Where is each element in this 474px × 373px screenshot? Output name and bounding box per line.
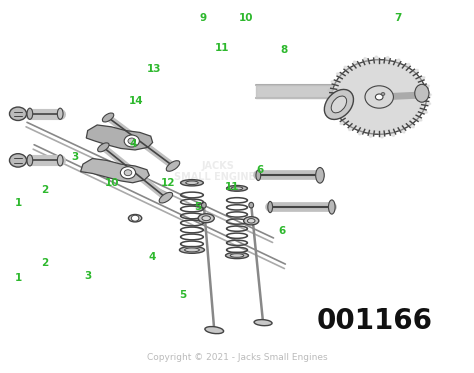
Ellipse shape bbox=[181, 180, 203, 186]
Ellipse shape bbox=[256, 170, 261, 181]
Ellipse shape bbox=[205, 326, 224, 334]
Ellipse shape bbox=[231, 187, 243, 190]
Circle shape bbox=[9, 154, 27, 167]
Circle shape bbox=[375, 94, 383, 100]
Ellipse shape bbox=[268, 201, 273, 213]
Text: Copyright © 2021 - Jacks Small Engines: Copyright © 2021 - Jacks Small Engines bbox=[146, 353, 328, 362]
Ellipse shape bbox=[328, 200, 335, 214]
Ellipse shape bbox=[186, 181, 198, 185]
Ellipse shape bbox=[365, 86, 393, 108]
Text: 7: 7 bbox=[394, 13, 402, 23]
Text: 001166: 001166 bbox=[317, 307, 432, 335]
Text: 11: 11 bbox=[215, 43, 229, 53]
Ellipse shape bbox=[244, 217, 259, 225]
Text: 5: 5 bbox=[179, 290, 186, 300]
Circle shape bbox=[9, 107, 27, 120]
Text: 11: 11 bbox=[225, 182, 239, 191]
Polygon shape bbox=[86, 125, 153, 150]
Ellipse shape bbox=[331, 96, 346, 113]
Text: 2: 2 bbox=[41, 258, 49, 268]
Ellipse shape bbox=[202, 216, 210, 221]
Ellipse shape bbox=[27, 108, 33, 119]
Circle shape bbox=[381, 93, 385, 95]
Ellipse shape bbox=[184, 248, 200, 252]
Ellipse shape bbox=[201, 202, 206, 208]
Circle shape bbox=[124, 170, 132, 176]
Text: 6: 6 bbox=[278, 226, 286, 236]
Ellipse shape bbox=[198, 214, 214, 223]
Ellipse shape bbox=[57, 108, 63, 119]
Circle shape bbox=[128, 138, 136, 144]
Text: JACKS
SMALL ENGINES: JACKS SMALL ENGINES bbox=[174, 161, 262, 182]
Circle shape bbox=[124, 135, 139, 147]
Ellipse shape bbox=[102, 113, 114, 122]
Text: 1: 1 bbox=[14, 198, 22, 208]
Text: 6: 6 bbox=[256, 165, 264, 175]
Ellipse shape bbox=[249, 202, 254, 208]
Ellipse shape bbox=[57, 155, 63, 166]
Text: 4: 4 bbox=[130, 139, 137, 148]
Ellipse shape bbox=[230, 254, 244, 257]
Ellipse shape bbox=[180, 247, 204, 253]
Text: 10: 10 bbox=[105, 178, 119, 188]
Text: 1: 1 bbox=[14, 273, 22, 283]
Text: 13: 13 bbox=[147, 64, 161, 74]
Text: 8: 8 bbox=[281, 46, 288, 55]
Text: 3: 3 bbox=[84, 271, 91, 281]
Ellipse shape bbox=[98, 143, 109, 152]
Ellipse shape bbox=[254, 320, 272, 326]
Polygon shape bbox=[327, 56, 431, 138]
Ellipse shape bbox=[332, 60, 427, 134]
Ellipse shape bbox=[166, 161, 180, 171]
Ellipse shape bbox=[415, 84, 429, 102]
Text: 5: 5 bbox=[194, 202, 202, 212]
Ellipse shape bbox=[159, 192, 173, 203]
Ellipse shape bbox=[128, 214, 142, 222]
Circle shape bbox=[131, 215, 139, 221]
Text: 14: 14 bbox=[129, 96, 144, 106]
Text: 9: 9 bbox=[199, 13, 207, 23]
Circle shape bbox=[120, 167, 136, 179]
Text: 10: 10 bbox=[239, 13, 254, 23]
Ellipse shape bbox=[316, 167, 324, 183]
Text: 12: 12 bbox=[161, 178, 175, 188]
Ellipse shape bbox=[324, 90, 354, 119]
Ellipse shape bbox=[247, 219, 255, 223]
Text: 3: 3 bbox=[71, 152, 79, 162]
Text: 4: 4 bbox=[149, 253, 156, 262]
Ellipse shape bbox=[27, 155, 33, 166]
Ellipse shape bbox=[226, 253, 248, 258]
Polygon shape bbox=[81, 159, 149, 183]
Text: 2: 2 bbox=[41, 185, 49, 195]
Ellipse shape bbox=[227, 185, 247, 191]
